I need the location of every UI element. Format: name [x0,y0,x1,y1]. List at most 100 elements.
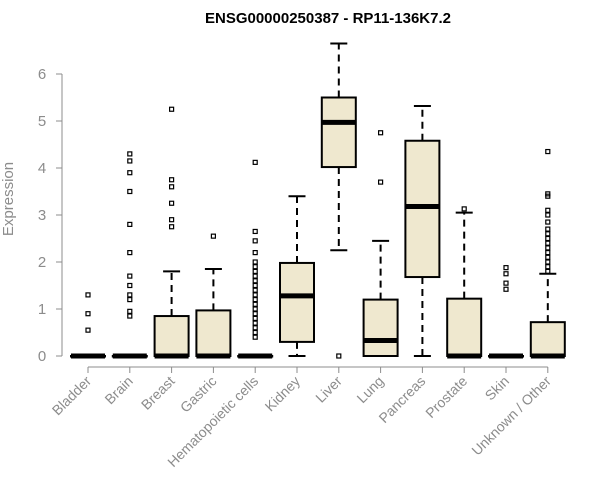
outlier-point [127,151,133,157]
outlier-point [252,282,258,289]
box-lung [362,130,399,358]
outlier-point [545,268,551,274]
box-iqr [446,297,483,358]
outlier-point [169,217,175,223]
box-iqr [195,309,232,358]
outlier-point [252,320,258,326]
x-tick-label: Skin [482,373,513,404]
outlier-point [545,264,551,270]
outlier-point [85,292,91,298]
outlier-point [252,287,258,293]
box-pancreas [404,104,441,357]
outlier-point [85,311,91,317]
x-tick-label: Lung [353,373,386,406]
outlier-point [503,286,509,292]
box-kidney [279,195,315,357]
outlier-point [336,353,342,359]
y-tick-label: 2 [38,254,46,271]
outlier-point [378,130,384,136]
outlier-point [252,301,258,307]
outlier-point [169,200,175,206]
outlier-point [169,184,175,190]
y-tick-label: 6 [38,66,46,83]
outlier-point [252,297,258,303]
box-gastric [195,233,232,359]
outlier-point [545,191,551,197]
y-tick-label: 3 [38,207,46,224]
outlier-point [127,170,133,176]
x-tick-label: Kidney [262,373,304,415]
y-tick-label: 5 [38,113,46,130]
outlier-point [252,292,258,298]
outlier-point [461,206,467,212]
outlier-point [127,273,133,279]
outlier-point [252,329,258,336]
outlier-point [545,245,551,251]
outlier-point [127,297,133,303]
box-hematopoietic-cells [237,159,274,359]
outlier-point [252,250,258,256]
outlier-point [252,278,258,284]
outlier-point [252,264,258,270]
outlier-point [252,259,258,265]
outlier-point [127,308,133,314]
outlier-point [545,219,551,225]
outlier-point [252,228,258,235]
y-tick-label: 4 [38,160,46,177]
outlier-point [127,250,133,256]
outlier-point [503,265,509,271]
outlier-point [545,235,551,242]
outlier-point [545,259,551,265]
outlier-point [252,315,258,321]
outlier-point [127,158,133,164]
box-series [70,42,566,359]
outlier-point [169,224,175,230]
box-liver [320,42,357,359]
outlier-point [127,221,133,227]
outlier-point [545,231,551,237]
box-unknown-other [529,148,566,359]
outlier-point [252,325,258,331]
outlier-point [252,334,258,340]
outlier-point [503,271,509,277]
box-bladder [70,292,106,359]
box-prostate [446,206,483,359]
outlier-point [545,240,551,246]
y-axis-label: Expression [0,162,17,236]
box-iqr [320,96,357,169]
outlier-point [210,233,216,239]
outlier-point [127,292,133,298]
outlier-point [252,238,258,244]
outlier-point [545,250,551,256]
outlier-point [545,148,551,155]
box-iqr [279,261,315,343]
outlier-point [127,282,133,289]
outlier-point [252,273,258,279]
outlier-point [252,306,258,312]
x-tick-label: Liver [312,373,345,406]
outlier-point [252,311,258,317]
box-skin [488,265,524,359]
box-iqr [362,298,399,358]
outlier-point [545,207,551,213]
box-iqr [153,315,190,357]
box-brain [111,151,148,359]
outlier-point [252,159,258,165]
x-tick-label: Breast [138,373,178,413]
outlier-point [378,179,384,185]
box-breast [153,106,190,359]
x-tick-label: Prostate [422,373,470,421]
chart-title: ENSG00000250387 - RP11-136K7.2 [205,10,451,27]
outlier-point [127,313,133,319]
y-tick-label: 0 [38,348,46,365]
y-axis: 0 1 2 3 4 5 6 [38,66,63,365]
outlier-point [545,226,551,232]
outlier-point [252,268,258,274]
outlier-point [545,212,551,218]
outlier-point [85,327,91,333]
x-tick-label: Bladder [49,373,95,419]
x-tick-label: Unknown / Other [468,373,554,459]
outlier-point [503,280,509,286]
